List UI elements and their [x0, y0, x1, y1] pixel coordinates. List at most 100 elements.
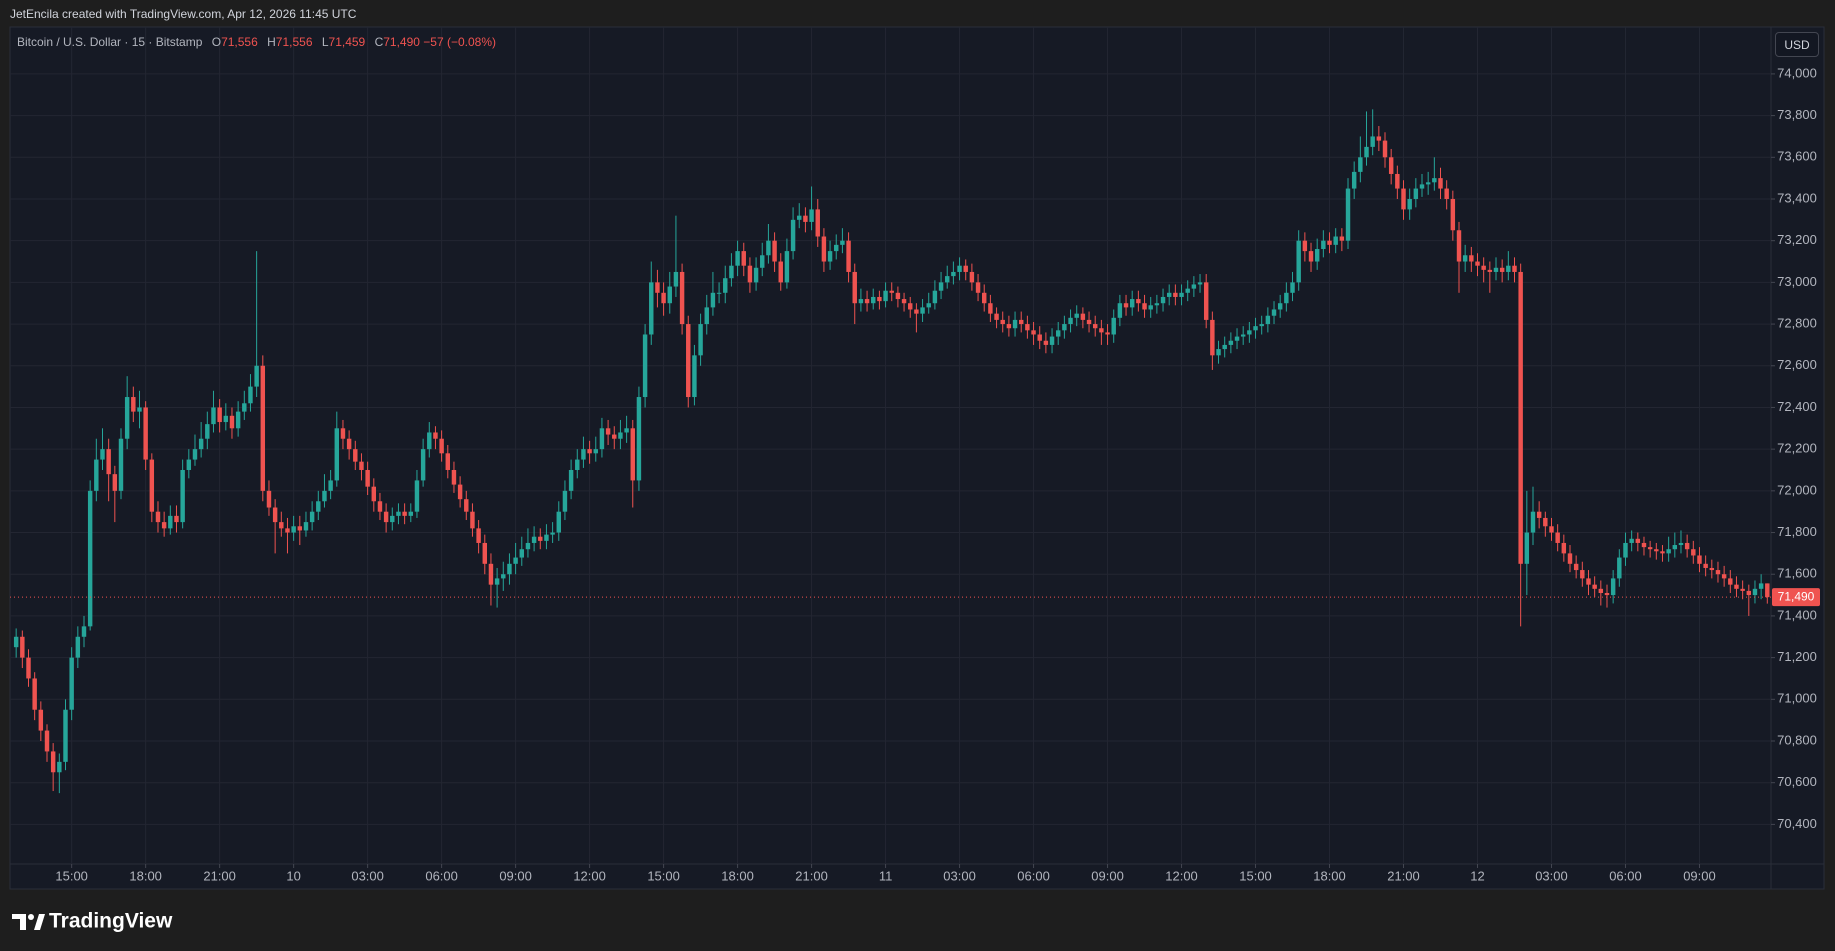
x-tick-label: 15:00 — [1239, 868, 1272, 883]
candle-body — [1314, 249, 1320, 262]
x-tick-label: 03:00 — [1535, 868, 1568, 883]
candle-body — [1043, 340, 1049, 345]
candle-body — [328, 480, 333, 491]
candle-body — [192, 449, 198, 460]
candle-body — [1623, 542, 1628, 558]
candle-body — [926, 303, 931, 308]
candle-body — [821, 236, 827, 262]
candles — [13, 109, 1770, 794]
ohlc-key: O — [211, 35, 222, 49]
candle-body — [1000, 319, 1005, 325]
candle-body — [1222, 344, 1227, 350]
candle-body — [211, 407, 216, 425]
legend: Bitcoin / U.S. Dollar · 15 · Bitstamp O7… — [17, 35, 496, 49]
candle-body — [1518, 271, 1523, 564]
candle-body — [20, 636, 25, 658]
candle-body — [297, 526, 303, 531]
x-tick-label: 06:00 — [1609, 868, 1642, 883]
candle-body — [1290, 282, 1295, 293]
candle-body — [1092, 324, 1098, 329]
y-tick-label: 73,200 — [1777, 232, 1817, 247]
candle-body — [846, 240, 851, 272]
candle-body — [550, 532, 555, 535]
candle-body — [710, 292, 716, 308]
candle-body — [353, 449, 358, 462]
candle-body — [242, 403, 247, 412]
candle-body — [562, 490, 568, 512]
candle-body — [1129, 299, 1135, 308]
candle-body — [1438, 178, 1443, 189]
candle-body — [365, 469, 370, 487]
candle-body — [593, 449, 598, 454]
candle-body — [938, 282, 944, 291]
candle-body — [1660, 551, 1665, 554]
candle-body — [303, 522, 309, 531]
candle-body — [1203, 282, 1209, 320]
y-tick-label: 73,600 — [1777, 149, 1817, 164]
candle-body — [1327, 240, 1332, 245]
candle-body — [1617, 557, 1622, 579]
candle-body — [1265, 315, 1271, 325]
candle-body — [753, 267, 759, 283]
candle-body — [531, 536, 537, 543]
candle-body — [1068, 317, 1073, 325]
candle-body — [988, 303, 993, 314]
brand: TradingView — [49, 910, 173, 933]
candle-body — [797, 215, 802, 220]
candle-body — [963, 265, 968, 272]
candle-body — [1302, 240, 1308, 252]
candle-body — [1734, 584, 1739, 589]
candle-body — [1475, 261, 1480, 266]
candle-body — [1592, 584, 1597, 589]
candle-body — [464, 499, 469, 512]
candle-body — [827, 251, 833, 262]
currency-button[interactable]: USD — [1775, 32, 1819, 57]
candle-body — [784, 251, 790, 283]
x-tick-label: 21:00 — [203, 868, 236, 883]
candle-body — [1746, 590, 1752, 596]
candle-body — [161, 522, 167, 529]
y-tick-label: 72,800 — [1777, 316, 1817, 331]
candle-body — [852, 271, 857, 304]
candle-body — [667, 286, 672, 304]
x-tick-label: 11 — [879, 868, 893, 883]
candle-body — [803, 215, 808, 222]
y-tick-label: 72,000 — [1777, 482, 1817, 497]
candle-body — [334, 428, 340, 481]
candle-body — [1253, 326, 1258, 331]
candle-body — [279, 522, 284, 529]
candle-body — [605, 428, 611, 435]
candle-body — [840, 240, 845, 245]
candle-body — [57, 761, 62, 773]
candle-body — [180, 469, 185, 523]
candle-body — [649, 282, 654, 335]
candle-body — [1444, 188, 1449, 199]
candle-body — [1536, 511, 1542, 518]
candle-body — [229, 415, 235, 429]
candle-body — [316, 501, 321, 512]
x-tick-label: 03:00 — [351, 868, 384, 883]
ohlc-value: 71,459 — [328, 35, 366, 49]
y-tick-label: 70,800 — [1777, 732, 1817, 747]
candle-body — [1654, 549, 1659, 552]
candle-body — [149, 459, 155, 512]
candle-body — [760, 255, 765, 268]
candle-body — [137, 407, 142, 412]
y-tick-label: 72,400 — [1777, 399, 1817, 414]
candle-body — [1006, 324, 1012, 329]
candle-body — [174, 515, 179, 523]
candle-body — [1487, 269, 1493, 272]
candle-body — [729, 265, 734, 279]
candle-body — [1185, 288, 1190, 293]
y-tick-label: 71,000 — [1777, 691, 1817, 706]
candle-body — [1401, 188, 1406, 210]
candle-body — [1450, 198, 1456, 231]
candle-body — [575, 459, 580, 470]
candle-body — [1573, 563, 1579, 571]
candle-body — [87, 490, 93, 627]
candle-body — [895, 292, 901, 300]
candle-body — [871, 296, 876, 304]
candle-body — [1567, 553, 1573, 564]
x-tick-label: 03:00 — [943, 868, 976, 883]
